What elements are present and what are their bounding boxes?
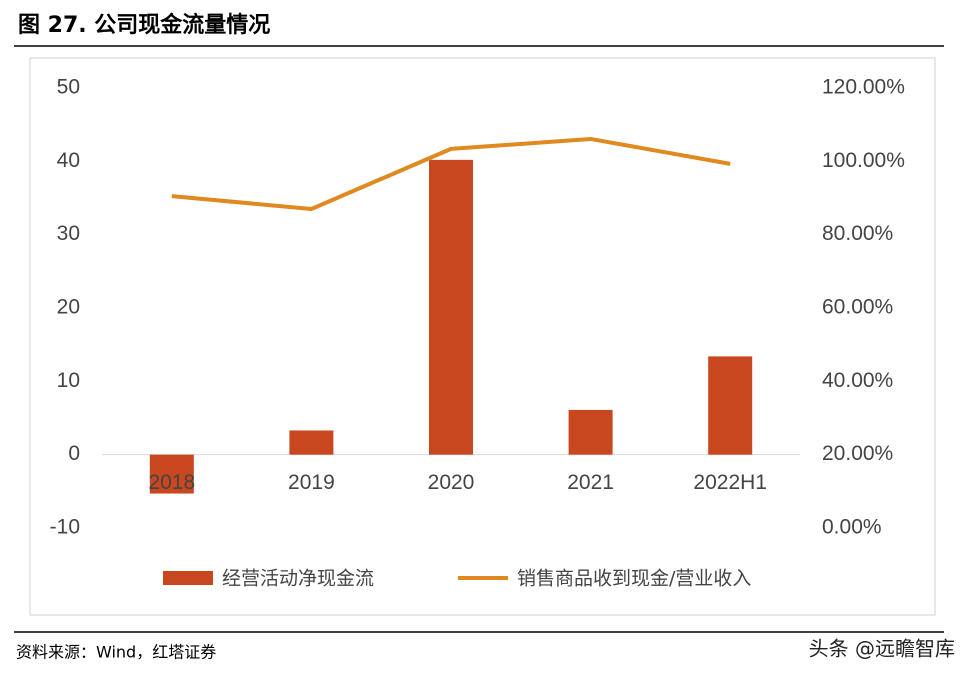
x-tick-label: 2021 [567, 471, 614, 494]
y-tick-label: 0 [68, 442, 80, 465]
y-tick-label: 10 [57, 369, 80, 392]
x-tick-label: 2022H1 [693, 471, 767, 494]
figure-title: 图 27. 公司现金流量情况 [18, 12, 270, 38]
y2-tick-label: 60.00% [822, 296, 893, 319]
line [171, 136, 731, 211]
watermark: 头条 @远瞻智库 [809, 637, 955, 661]
y2-tick-label: 0.00% [822, 516, 882, 539]
bar [149, 454, 194, 494]
chart-frame [29, 57, 936, 616]
bar [568, 409, 613, 455]
x-tick-label: 2018 [148, 471, 195, 494]
bar [429, 159, 473, 455]
y2-tick-label: 100.00% [822, 149, 905, 172]
y-tick-label: 40 [57, 149, 80, 172]
legend-label: 销售商品收到现金/营业收入 [517, 568, 751, 590]
y2-tick-label: 120.00% [822, 76, 905, 99]
legend-label: 经营活动净现金流 [222, 568, 374, 590]
source-note: 资料来源：Wind，红塔证券 [16, 643, 216, 662]
y-tick-label: 50 [57, 76, 80, 99]
y-tick-label: 30 [57, 222, 80, 245]
bar [289, 430, 334, 455]
y2-tick-label: 40.00% [822, 369, 893, 392]
x-tick-label: 2020 [428, 471, 475, 494]
y2-tick-label: 80.00% [822, 222, 893, 245]
legend-swatch [163, 571, 213, 585]
bar [708, 356, 753, 455]
y-tick-label: 20 [57, 296, 80, 319]
y-tick-label: -10 [50, 516, 80, 539]
x-tick-label: 2019 [288, 471, 335, 494]
y2-tick-label: 20.00% [822, 442, 893, 465]
